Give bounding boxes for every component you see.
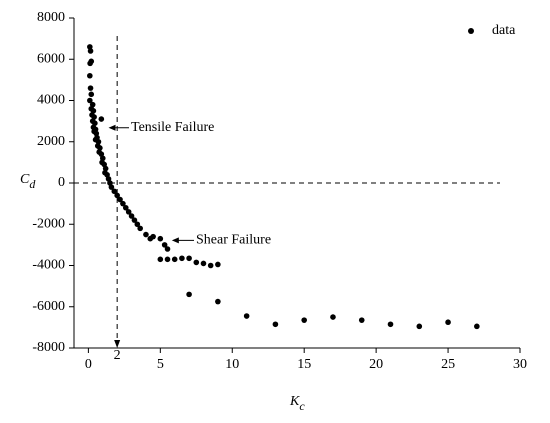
legend-label: data bbox=[492, 23, 516, 38]
data-point bbox=[88, 91, 95, 98]
threshold-arrow bbox=[114, 340, 121, 348]
x-tick-label: 5 bbox=[157, 357, 164, 372]
data-point bbox=[179, 255, 185, 262]
y-axis-label: Cd bbox=[20, 172, 36, 191]
data-point bbox=[87, 85, 94, 91]
data-point bbox=[387, 321, 394, 328]
data-point bbox=[114, 192, 120, 199]
x-axis-label: Kc bbox=[289, 394, 305, 413]
data-point bbox=[186, 291, 192, 298]
data-point bbox=[95, 138, 102, 145]
data-point bbox=[128, 213, 135, 219]
data-point bbox=[301, 317, 307, 323]
annotation: Tensile Failure bbox=[131, 120, 214, 135]
y-tick-label: -4000 bbox=[32, 258, 65, 273]
data-point bbox=[102, 165, 109, 172]
data-point bbox=[111, 188, 118, 195]
data-point bbox=[87, 72, 93, 79]
x-tick-label: 25 bbox=[441, 357, 455, 372]
y-tick-label: 6000 bbox=[37, 51, 65, 66]
data-point bbox=[157, 235, 164, 242]
data-point bbox=[122, 204, 129, 211]
data-point bbox=[186, 255, 192, 262]
y-tick-label: 8000 bbox=[37, 10, 65, 25]
data-point bbox=[330, 314, 336, 320]
annotation: Shear Failure bbox=[196, 233, 271, 248]
data-point bbox=[171, 256, 178, 263]
y-tick-label: -6000 bbox=[32, 299, 65, 314]
data-point bbox=[120, 200, 126, 207]
data-point bbox=[143, 231, 149, 238]
threshold-label: 2 bbox=[114, 348, 121, 363]
data-point bbox=[125, 209, 132, 215]
y-tick-label: 0 bbox=[58, 175, 65, 190]
data-point bbox=[87, 48, 94, 54]
data-point bbox=[215, 261, 221, 268]
x-tick-label: 0 bbox=[85, 357, 92, 372]
data-point bbox=[99, 155, 106, 162]
y-tick-label: 4000 bbox=[37, 93, 65, 108]
data-point bbox=[215, 298, 221, 305]
y-label-sub: d bbox=[29, 177, 36, 191]
y-tick-label: -2000 bbox=[32, 216, 65, 231]
data-point bbox=[131, 217, 138, 223]
x-label-main: K bbox=[289, 394, 300, 409]
data-point bbox=[87, 97, 93, 104]
data-point bbox=[137, 225, 143, 232]
x-tick-label: 15 bbox=[297, 357, 311, 372]
data-point bbox=[134, 221, 141, 228]
legend-marker bbox=[468, 28, 474, 34]
data-point bbox=[207, 262, 214, 269]
data-point bbox=[147, 235, 154, 242]
y-tick-label: 2000 bbox=[37, 134, 65, 149]
y-label-main: C bbox=[20, 172, 30, 187]
data-point bbox=[193, 259, 200, 266]
data-point bbox=[98, 116, 105, 122]
data-point bbox=[117, 196, 123, 203]
data-point bbox=[358, 317, 365, 323]
annotation-arrowhead bbox=[108, 124, 116, 131]
data-point bbox=[474, 323, 480, 330]
data-point bbox=[87, 44, 93, 50]
data-point bbox=[157, 256, 164, 263]
data-point bbox=[108, 184, 115, 190]
data-point bbox=[200, 260, 207, 267]
x-label-sub: c bbox=[299, 399, 305, 413]
y-tick-label: -8000 bbox=[32, 340, 65, 355]
data-point bbox=[164, 246, 171, 252]
data-point bbox=[87, 60, 93, 67]
data-point bbox=[164, 256, 171, 263]
data-point bbox=[243, 313, 250, 319]
data-point bbox=[272, 321, 279, 328]
data-point bbox=[161, 242, 168, 248]
x-tick-label: 20 bbox=[369, 357, 383, 372]
x-tick-label: 30 bbox=[513, 357, 527, 372]
x-tick-label: 10 bbox=[225, 357, 239, 372]
data-point bbox=[93, 130, 100, 137]
data-point bbox=[416, 323, 423, 330]
data-point bbox=[97, 145, 103, 151]
annotation-arrowhead bbox=[171, 237, 179, 244]
data-point bbox=[445, 319, 451, 326]
